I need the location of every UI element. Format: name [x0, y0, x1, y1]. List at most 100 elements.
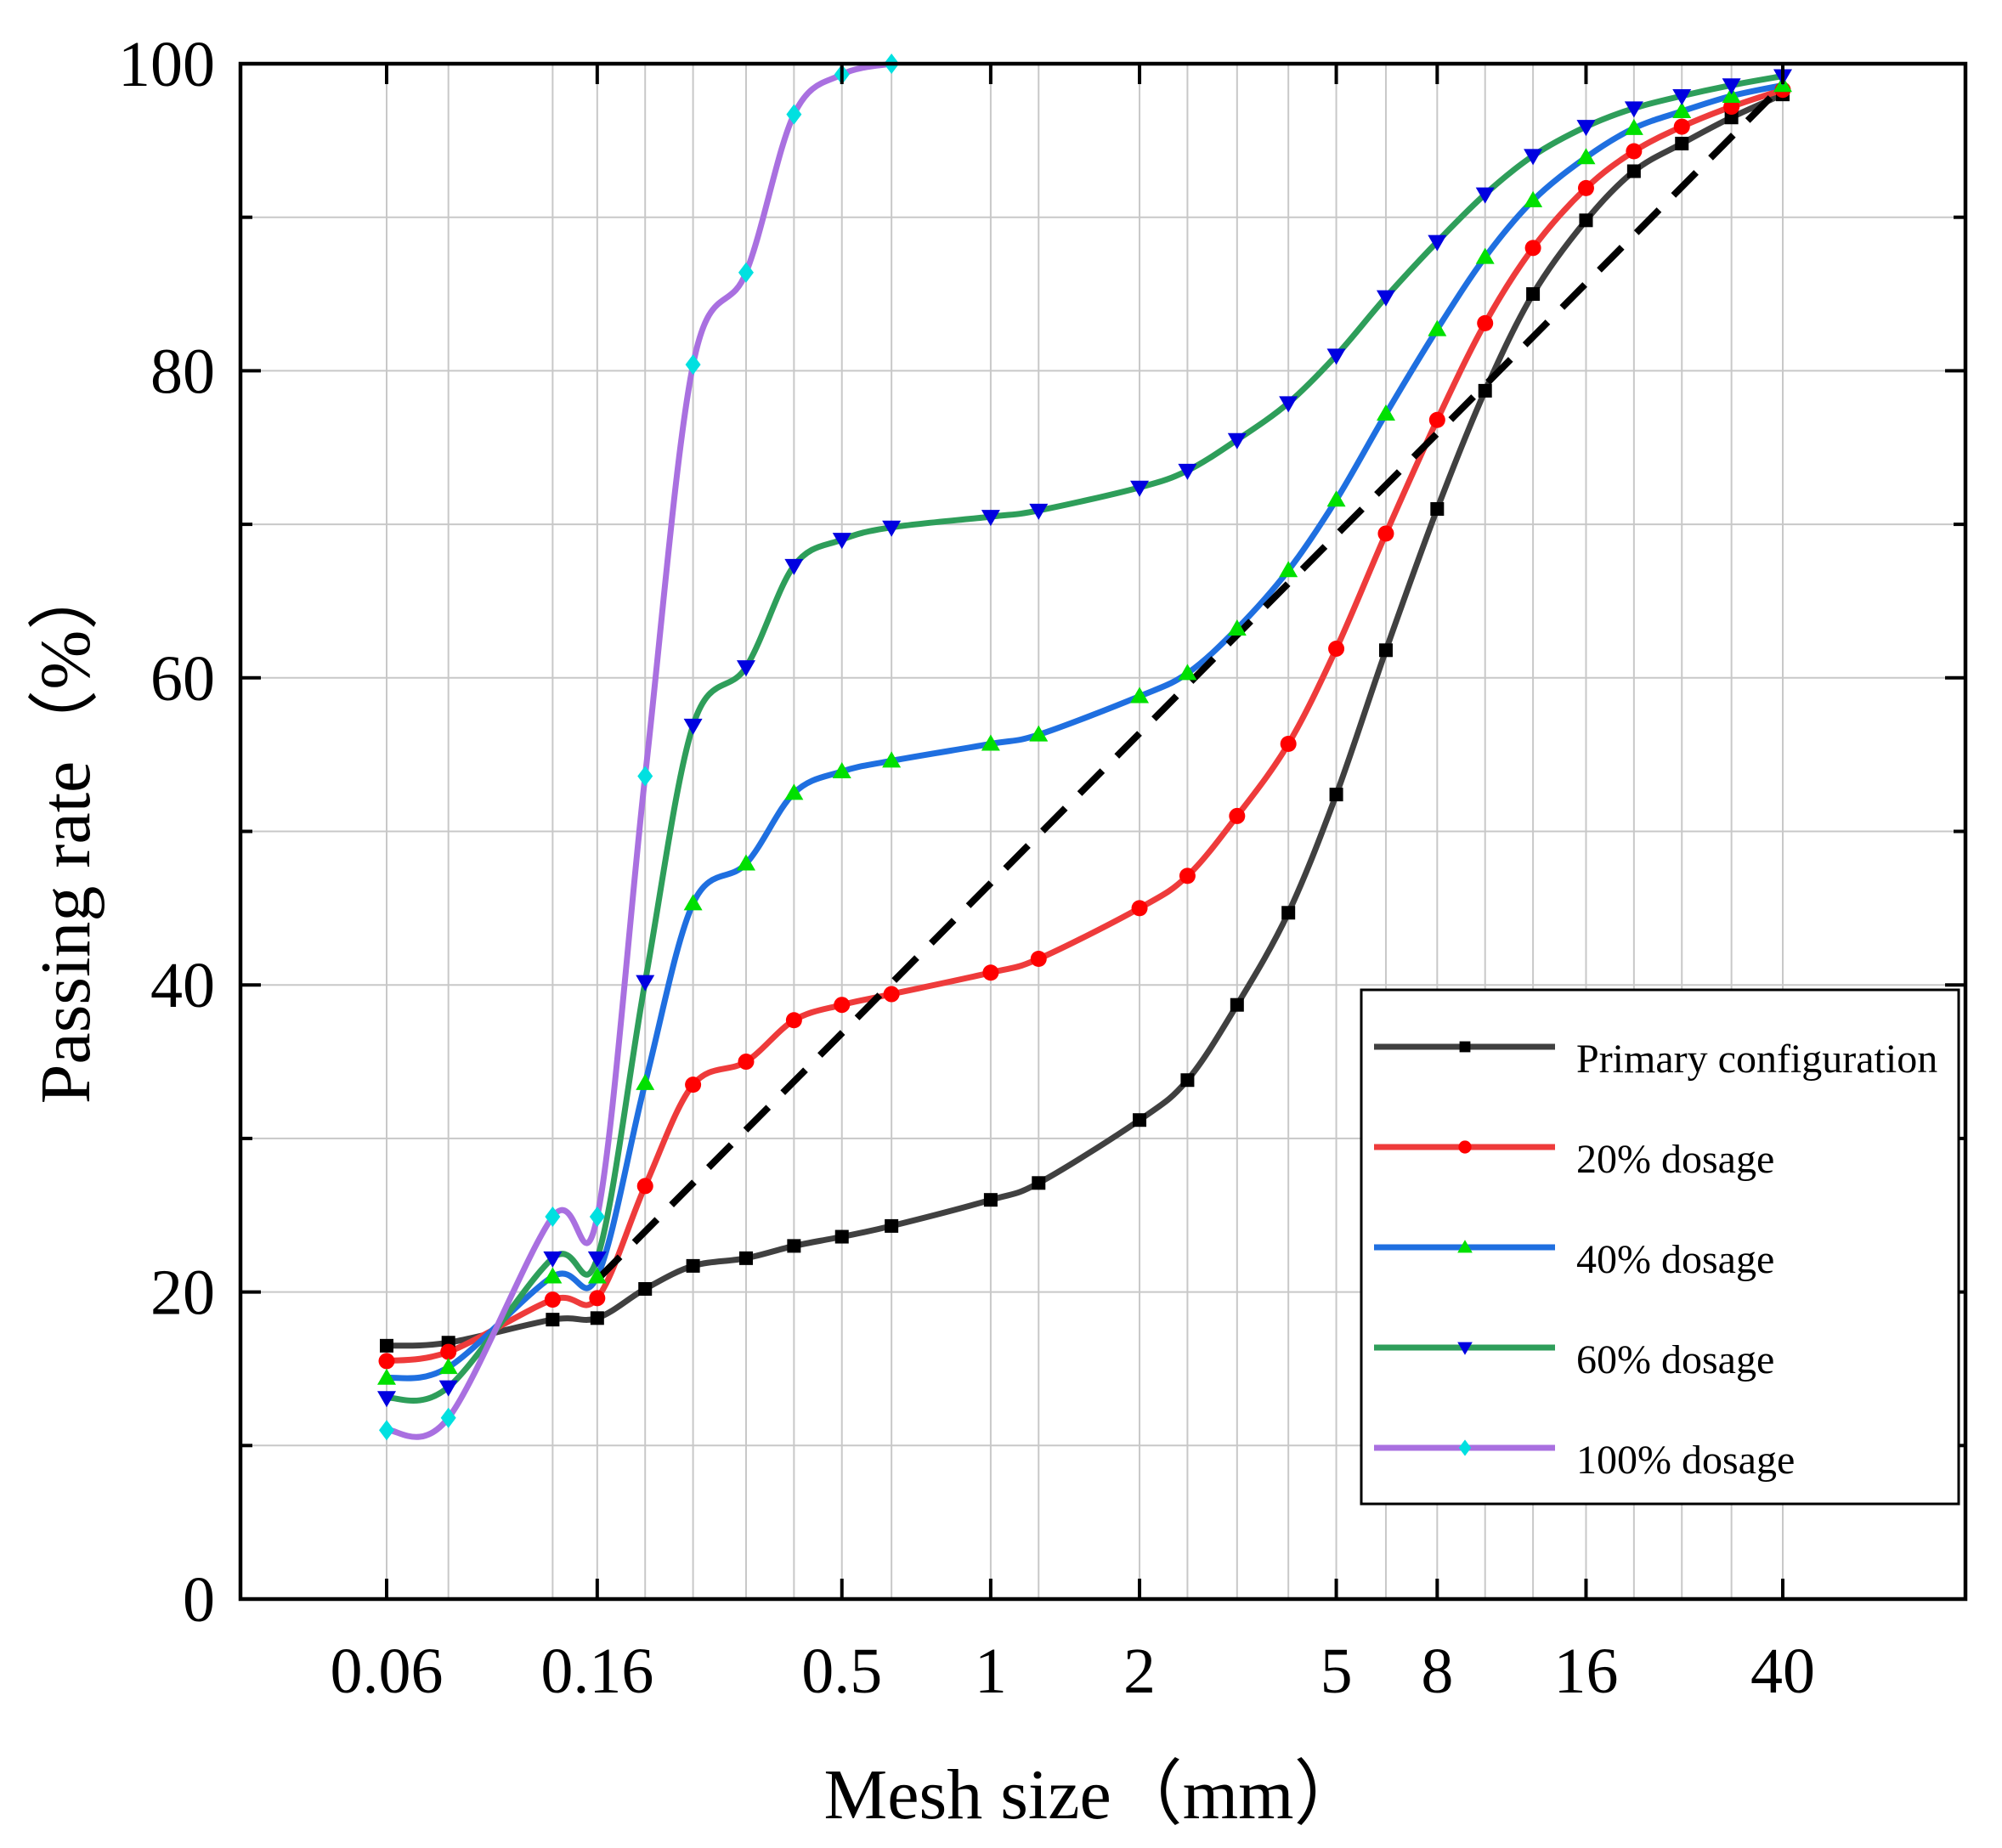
marker-primary-configuration	[1281, 906, 1296, 920]
y-tick-label: 20	[150, 1257, 215, 1329]
marker-60-dosage	[1722, 78, 1741, 95]
x-tick-label: 1	[975, 1636, 1007, 1707]
marker-100-dosage	[545, 1207, 561, 1228]
marker-20-dosage	[1280, 736, 1297, 753]
marker-20-dosage	[1377, 525, 1394, 542]
marker-100-dosage	[685, 354, 701, 376]
x-tick-label: 5	[1321, 1636, 1353, 1707]
marker-100-dosage	[786, 104, 802, 125]
legend-marker-100-dosage	[1458, 1439, 1472, 1456]
marker-20-dosage	[982, 964, 999, 981]
marker-20-dosage	[636, 1178, 653, 1195]
marker-60-dosage	[1178, 463, 1197, 480]
marker-40-dosage	[882, 751, 902, 768]
marker-primary-configuration	[1579, 213, 1593, 228]
marker-40-dosage	[1130, 687, 1150, 704]
marker-primary-configuration	[1626, 164, 1641, 178]
marker-60-dosage	[1279, 396, 1298, 413]
x-axis-title: Mesh size（mm）	[824, 1755, 1366, 1834]
marker-primary-configuration	[1378, 643, 1393, 658]
series-line-primary-configuration	[383, 91, 1786, 1349]
marker-60-dosage	[1524, 149, 1543, 166]
marker-primary-configuration	[834, 1229, 849, 1244]
y-tick-label: 0	[183, 1564, 215, 1636]
marker-40-dosage	[1722, 86, 1741, 103]
y-axis-title: Passing rate（%）	[26, 559, 105, 1105]
marker-primary-configuration	[1230, 997, 1244, 1012]
y-tick-label: 80	[150, 336, 215, 407]
marker-40-dosage	[1178, 664, 1197, 681]
marker-primary-configuration	[1478, 383, 1492, 398]
marker-60-dosage	[1130, 480, 1150, 497]
marker-20-dosage	[1524, 240, 1541, 257]
marker-primary-configuration	[1430, 502, 1445, 517]
legend-label-100-dosage: 100% dosage	[1576, 1438, 1795, 1483]
y-tick-label: 40	[150, 950, 215, 1021]
marker-60-dosage	[377, 1391, 396, 1408]
marker-primary-configuration	[787, 1239, 801, 1253]
marker-60-dosage	[882, 520, 902, 537]
marker-60-dosage	[1672, 88, 1692, 105]
marker-20-dosage	[589, 1290, 606, 1307]
marker-primary-configuration	[738, 1251, 753, 1265]
marker-60-dosage	[832, 533, 851, 550]
marker-primary-configuration	[380, 1338, 393, 1353]
marker-40-dosage	[1524, 190, 1543, 207]
marker-20-dosage	[1030, 950, 1047, 967]
x-tick-label: 0.06	[331, 1636, 444, 1707]
marker-20-dosage	[1131, 900, 1148, 917]
reference-line-dashed	[594, 82, 1785, 1282]
marker-40-dosage	[1279, 561, 1298, 578]
legend-marker-60-dosage	[1457, 1342, 1473, 1355]
marker-60-dosage	[1624, 101, 1643, 118]
marker-primary-configuration	[1032, 1176, 1046, 1190]
marker-20-dosage	[1428, 411, 1445, 428]
marker-40-dosage	[1376, 404, 1395, 421]
y-tick-label: 100	[118, 29, 215, 100]
legend-label-primary-configuration: Primary configuration	[1576, 1037, 1937, 1082]
marker-40-dosage	[1227, 619, 1247, 636]
legend-label-20-dosage: 20% dosage	[1576, 1137, 1774, 1182]
axis-ticks: 0 20 40 60 80 100 0.06 0.16 0.5 1 2 5 8 16 40	[118, 29, 1965, 1707]
marker-20-dosage	[1179, 867, 1196, 884]
marker-20-dosage	[1229, 807, 1246, 824]
marker-60-dosage	[636, 975, 655, 992]
marker-primary-configuration	[1675, 136, 1689, 150]
marker-100-dosage	[440, 1407, 456, 1428]
marker-40-dosage	[1624, 118, 1643, 135]
x-tick-label: 2	[1123, 1636, 1156, 1707]
marker-40-dosage	[438, 1358, 458, 1375]
marker-60-dosage	[1428, 235, 1447, 251]
marker-20-dosage	[883, 986, 900, 1003]
marker-40-dosage	[1326, 490, 1346, 507]
marker-60-dosage	[736, 660, 755, 677]
marker-40-dosage	[1029, 725, 1049, 742]
marker-60-dosage	[683, 718, 703, 735]
x-tick-label: 0.5	[801, 1636, 882, 1707]
marker-40-dosage	[1576, 148, 1596, 165]
marker-60-dosage	[1326, 348, 1346, 365]
marker-primary-configuration	[638, 1281, 653, 1296]
marker-60-dosage	[1029, 503, 1049, 520]
marker-primary-configuration	[1526, 287, 1541, 302]
marker-100-dosage	[379, 1420, 394, 1441]
legend-marker-20-dosage	[1458, 1140, 1472, 1154]
marker-40-dosage	[1475, 247, 1495, 264]
marker-40-dosage	[377, 1368, 396, 1385]
marker-60-dosage	[1227, 432, 1247, 449]
marker-20-dosage	[738, 1054, 755, 1071]
marker-20-dosage	[785, 1012, 802, 1029]
legend-label-40-dosage: 40% dosage	[1576, 1237, 1774, 1282]
x-tick-label: 16	[1553, 1636, 1618, 1707]
marker-60-dosage	[1576, 120, 1596, 137]
marker-40-dosage	[543, 1267, 563, 1284]
legend-label-60-dosage: 60% dosage	[1576, 1337, 1774, 1382]
marker-primary-configuration	[1133, 1113, 1147, 1127]
series-line-100-dosage	[383, 60, 895, 1440]
marker-40-dosage	[832, 762, 851, 779]
marker-60-dosage	[784, 558, 804, 575]
marker-40-dosage	[683, 894, 703, 911]
marker-60-dosage	[1475, 187, 1495, 204]
